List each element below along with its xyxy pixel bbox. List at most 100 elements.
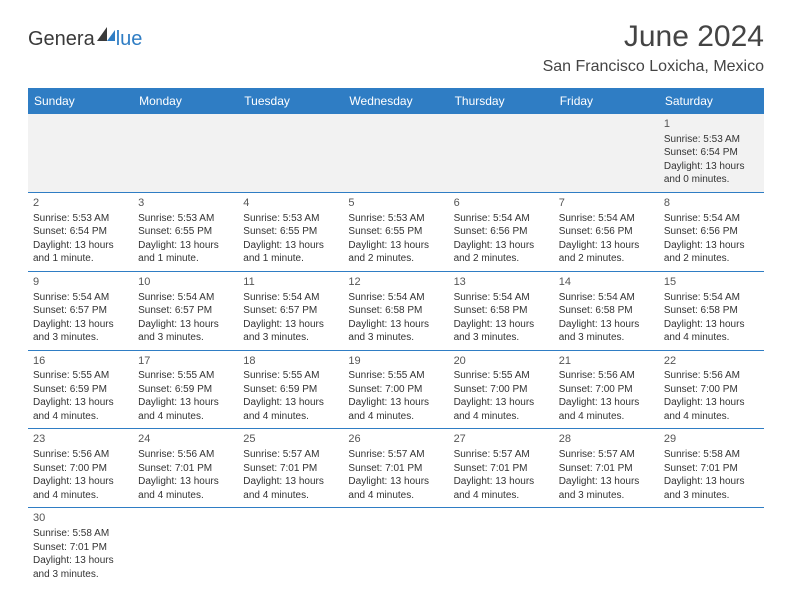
daylight-text: Daylight: 13 hours and 3 minutes. [664,475,759,502]
empty-cell [238,114,343,192]
day-cell: 9Sunrise: 5:54 AMSunset: 6:57 PMDaylight… [28,271,133,350]
sunrise-text: Sunrise: 5:58 AM [33,527,128,541]
day-cell: 23Sunrise: 5:56 AMSunset: 7:00 PMDayligh… [28,429,133,508]
sunset-text: Sunset: 6:58 PM [348,304,443,318]
sunrise-text: Sunrise: 5:56 AM [138,448,233,462]
day-cell: 10Sunrise: 5:54 AMSunset: 6:57 PMDayligh… [133,271,238,350]
location: San Francisco Loxicha, Mexico [543,58,764,76]
sunrise-text: Sunrise: 5:54 AM [33,291,128,305]
sunrise-text: Sunrise: 5:57 AM [348,448,443,462]
daylight-text: Daylight: 13 hours and 4 minutes. [664,318,759,345]
sunset-text: Sunset: 7:01 PM [348,462,443,476]
daylight-text: Daylight: 13 hours and 4 minutes. [348,396,443,423]
sunrise-text: Sunrise: 5:54 AM [559,212,654,226]
sunrise-text: Sunrise: 5:54 AM [559,291,654,305]
day-cell: 30Sunrise: 5:58 AMSunset: 7:01 PMDayligh… [28,508,133,586]
daylight-text: Daylight: 13 hours and 3 minutes. [33,318,128,345]
daylight-text: Daylight: 13 hours and 2 minutes. [664,239,759,266]
sunset-text: Sunset: 7:00 PM [559,383,654,397]
day-number: 30 [33,511,128,526]
sunset-text: Sunset: 7:00 PM [454,383,549,397]
daylight-text: Daylight: 13 hours and 4 minutes. [138,475,233,502]
sunrise-text: Sunrise: 5:53 AM [664,133,759,147]
day-cell: 13Sunrise: 5:54 AMSunset: 6:58 PMDayligh… [449,271,554,350]
sunset-text: Sunset: 7:00 PM [348,383,443,397]
sunrise-text: Sunrise: 5:53 AM [243,212,338,226]
day-header: Thursday [449,88,554,114]
sunrise-text: Sunrise: 5:54 AM [664,212,759,226]
day-cell: 14Sunrise: 5:54 AMSunset: 6:58 PMDayligh… [554,271,659,350]
calendar-week: 9Sunrise: 5:54 AMSunset: 6:57 PMDaylight… [28,271,764,350]
empty-cell [659,508,764,586]
day-header-row: Sunday Monday Tuesday Wednesday Thursday… [28,88,764,114]
day-header: Tuesday [238,88,343,114]
day-header: Saturday [659,88,764,114]
logo-icon [97,27,115,41]
sunset-text: Sunset: 6:57 PM [138,304,233,318]
day-cell: 28Sunrise: 5:57 AMSunset: 7:01 PMDayligh… [554,429,659,508]
page-title: June 2024 [543,20,764,54]
day-number: 8 [664,196,759,211]
sunrise-text: Sunrise: 5:53 AM [348,212,443,226]
empty-cell [554,508,659,586]
day-header: Monday [133,88,238,114]
sunset-text: Sunset: 6:55 PM [138,225,233,239]
day-header: Sunday [28,88,133,114]
empty-cell [343,114,448,192]
daylight-text: Daylight: 13 hours and 3 minutes. [454,318,549,345]
day-cell: 27Sunrise: 5:57 AMSunset: 7:01 PMDayligh… [449,429,554,508]
header: Generalue June 2024 San Francisco Loxich… [28,20,764,76]
day-number: 22 [664,354,759,369]
day-cell: 6Sunrise: 5:54 AMSunset: 6:56 PMDaylight… [449,192,554,271]
empty-cell [133,114,238,192]
day-number: 6 [454,196,549,211]
day-cell: 4Sunrise: 5:53 AMSunset: 6:55 PMDaylight… [238,192,343,271]
day-number: 17 [138,354,233,369]
day-header: Wednesday [343,88,448,114]
daylight-text: Daylight: 13 hours and 4 minutes. [454,475,549,502]
daylight-text: Daylight: 13 hours and 4 minutes. [559,396,654,423]
empty-cell [554,114,659,192]
sunset-text: Sunset: 6:59 PM [138,383,233,397]
daylight-text: Daylight: 13 hours and 4 minutes. [33,475,128,502]
sunset-text: Sunset: 6:58 PM [454,304,549,318]
sunrise-text: Sunrise: 5:58 AM [664,448,759,462]
day-number: 11 [243,275,338,290]
day-number: 28 [559,432,654,447]
empty-cell [238,508,343,586]
day-cell: 16Sunrise: 5:55 AMSunset: 6:59 PMDayligh… [28,350,133,429]
day-cell: 11Sunrise: 5:54 AMSunset: 6:57 PMDayligh… [238,271,343,350]
sunset-text: Sunset: 6:54 PM [33,225,128,239]
daylight-text: Daylight: 13 hours and 4 minutes. [243,475,338,502]
daylight-text: Daylight: 13 hours and 1 minute. [243,239,338,266]
sunrise-text: Sunrise: 5:55 AM [454,369,549,383]
sunrise-text: Sunrise: 5:55 AM [138,369,233,383]
sunset-text: Sunset: 6:58 PM [664,304,759,318]
sunrise-text: Sunrise: 5:54 AM [243,291,338,305]
daylight-text: Daylight: 13 hours and 1 minute. [138,239,233,266]
sunset-text: Sunset: 6:58 PM [559,304,654,318]
daylight-text: Daylight: 13 hours and 3 minutes. [243,318,338,345]
sunrise-text: Sunrise: 5:57 AM [243,448,338,462]
sunset-text: Sunset: 7:01 PM [454,462,549,476]
day-number: 23 [33,432,128,447]
day-number: 1 [664,117,759,132]
title-block: June 2024 San Francisco Loxicha, Mexico [543,20,764,76]
calendar-week: 2Sunrise: 5:53 AMSunset: 6:54 PMDaylight… [28,192,764,271]
day-number: 29 [664,432,759,447]
sunrise-text: Sunrise: 5:54 AM [138,291,233,305]
empty-cell [343,508,448,586]
daylight-text: Daylight: 13 hours and 2 minutes. [454,239,549,266]
sunrise-text: Sunrise: 5:56 AM [33,448,128,462]
day-number: 26 [348,432,443,447]
day-number: 3 [138,196,233,211]
sunrise-text: Sunrise: 5:57 AM [559,448,654,462]
day-cell: 8Sunrise: 5:54 AMSunset: 6:56 PMDaylight… [659,192,764,271]
day-cell: 1Sunrise: 5:53 AMSunset: 6:54 PMDaylight… [659,114,764,192]
sunset-text: Sunset: 7:00 PM [33,462,128,476]
empty-cell [449,114,554,192]
sunrise-text: Sunrise: 5:53 AM [33,212,128,226]
sunrise-text: Sunrise: 5:54 AM [454,212,549,226]
day-number: 18 [243,354,338,369]
day-cell: 25Sunrise: 5:57 AMSunset: 7:01 PMDayligh… [238,429,343,508]
